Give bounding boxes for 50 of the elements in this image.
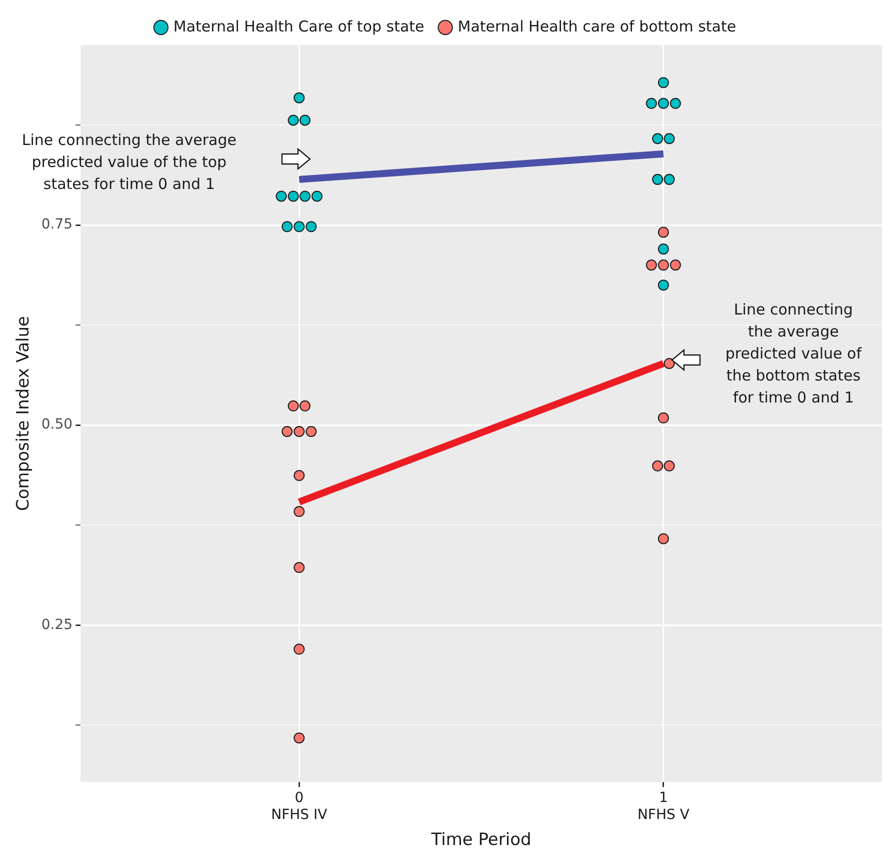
point	[658, 77, 669, 88]
point	[294, 644, 305, 655]
point	[299, 400, 310, 412]
annotation: Line connecting the average predicted value of the bottom states for time 0 and 1	[725, 300, 862, 406]
point	[646, 98, 657, 109]
point	[282, 221, 293, 232]
point	[664, 174, 675, 185]
point	[652, 460, 664, 472]
point	[276, 190, 287, 202]
point	[306, 426, 317, 438]
point	[664, 460, 675, 472]
point	[294, 221, 305, 232]
annotation: Line connecting the average predicted value of the top states for time 0 and 1	[22, 130, 236, 193]
point	[664, 358, 675, 369]
legend-label: Maternal Health Care of top state	[173, 17, 424, 36]
point	[294, 92, 305, 104]
y-axis-title: Composite Index Value	[14, 316, 34, 512]
point	[294, 426, 305, 438]
x-tick-label: 1 NFHS V	[637, 790, 690, 823]
point	[294, 506, 305, 518]
point	[646, 260, 657, 271]
point	[652, 133, 664, 144]
y-tick-label: 0.75	[41, 216, 73, 233]
point	[288, 400, 299, 412]
point	[658, 226, 669, 238]
legend-label: Maternal Health care of bottom state	[458, 17, 736, 36]
y-tick-label: 0.25	[41, 616, 73, 633]
point	[658, 280, 669, 291]
point	[658, 260, 669, 271]
point	[299, 190, 310, 202]
point	[664, 133, 675, 144]
point	[288, 114, 299, 126]
point	[652, 174, 664, 185]
point	[306, 221, 317, 232]
point	[311, 190, 322, 202]
point	[658, 412, 669, 424]
x-tick-label: 0 NFHS IV	[271, 790, 328, 823]
point	[288, 190, 299, 202]
point	[658, 98, 669, 109]
point	[299, 114, 310, 126]
point	[294, 470, 305, 482]
point	[282, 426, 293, 438]
point	[670, 260, 681, 271]
point	[294, 562, 305, 574]
point	[670, 98, 681, 109]
point	[658, 244, 669, 255]
point	[294, 732, 305, 744]
x-axis-title: Time Period	[430, 830, 532, 850]
point	[658, 533, 669, 544]
y-tick-label: 0.50	[41, 416, 73, 433]
